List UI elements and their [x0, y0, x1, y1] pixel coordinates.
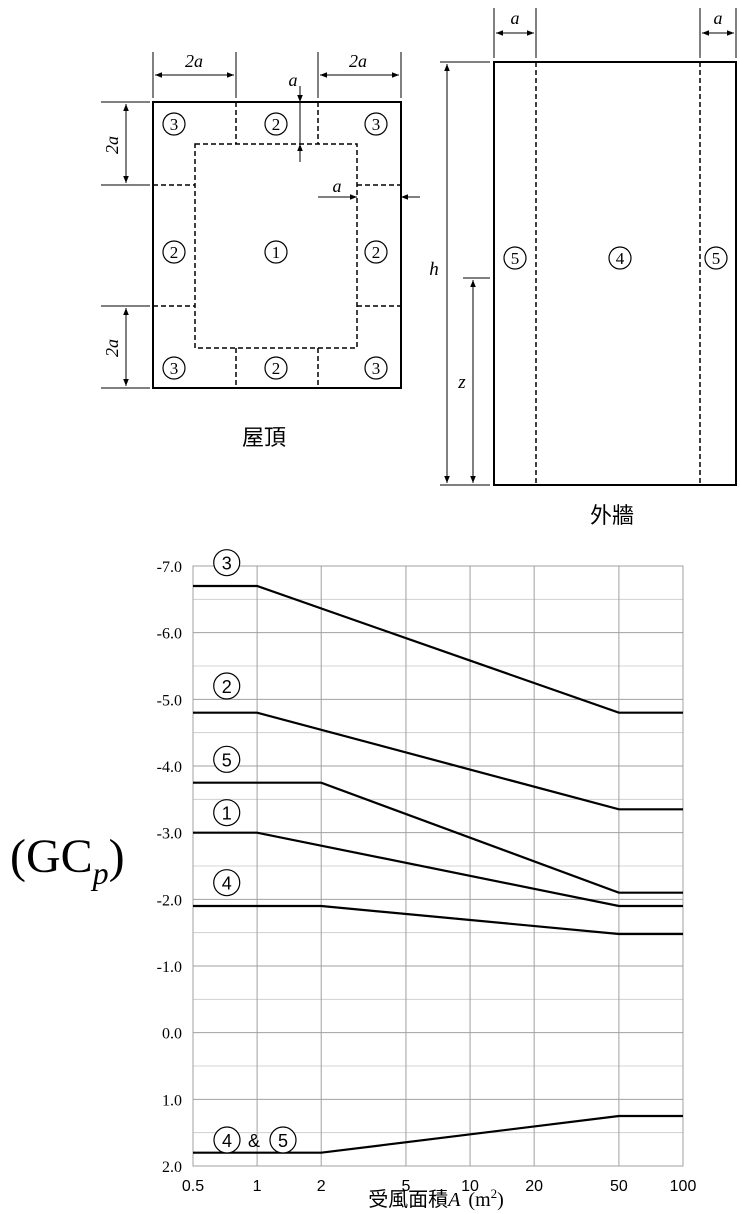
zone-marker-center: 1 [264, 240, 288, 264]
annotation-zone-2: 2 [213, 672, 241, 700]
wall-outline [493, 61, 737, 486]
chart-series-lines [193, 584, 683, 1154]
y-tick-label: -7.0 [157, 559, 182, 576]
svg-text:4: 4 [616, 249, 625, 268]
wall-dim-h-label: h [429, 259, 439, 280]
y-tick-label: -3.0 [157, 826, 182, 843]
roof-dim-top-right-label: 2a [349, 51, 367, 71]
svg-text:1: 1 [222, 804, 232, 824]
roof-zone-dividers [153, 102, 401, 388]
chart-ylabel: (GCp) [10, 830, 125, 891]
zone-marker-bl: 3 [162, 356, 186, 380]
zone-marker-mr: 2 [364, 240, 388, 264]
zone-marker-wall-right: 5 [704, 246, 728, 270]
x-tick-label: 10 [461, 1178, 479, 1195]
svg-text:5: 5 [222, 750, 232, 770]
x-tick-label: 2 [317, 1178, 326, 1195]
x-tick-label: 100 [670, 1178, 697, 1195]
y-tick-label: -1.0 [157, 959, 182, 976]
annotation-zone-4: 4 [213, 869, 241, 897]
zone-marker-tl: 3 [162, 112, 186, 136]
svg-text:2: 2 [170, 243, 179, 262]
zone-marker-tm: 2 [264, 112, 288, 136]
series-line-4 [193, 904, 683, 936]
y-tick-label: 1.0 [162, 1092, 182, 1109]
zone-marker-wall-left: 5 [503, 246, 527, 270]
svg-text:2: 2 [272, 359, 281, 378]
svg-text:2: 2 [372, 243, 381, 262]
x-tick-label: 20 [525, 1178, 543, 1195]
series-line-4-and-5 [193, 1114, 683, 1154]
x-tick-label: 0.5 [182, 1178, 204, 1195]
zone-marker-br: 3 [364, 356, 388, 380]
wall-dim-z-label: z [457, 372, 466, 393]
wall-zone-markers: 5 4 5 [503, 246, 728, 270]
y-tick-label: -4.0 [157, 759, 182, 776]
x-tick-label: 5 [401, 1178, 410, 1195]
roof-caption: 屋頂 [242, 425, 286, 450]
y-tick-label: -2.0 [157, 892, 182, 909]
svg-text:2: 2 [272, 115, 281, 134]
combo-annotation: 4 & 5 [213, 1126, 297, 1154]
svg-text:3: 3 [372, 359, 381, 378]
chart-tick-labels: -7.0 -6.0 -5.0 -4.0 -3.0 -2.0 -1.0 0.0 1.0 2.00.5… [157, 559, 697, 1195]
gcp-chart: -7.0 -6.0 -5.0 -4.0 -3.0 -2.0 -1.0 0.0 1.0 2.00.5… [10, 549, 697, 1211]
y-tick-label: -5.0 [157, 692, 182, 709]
series-line-5 [193, 781, 683, 894]
zone-marker-wall-center: 4 [608, 246, 632, 270]
svg-text:3: 3 [222, 554, 232, 574]
series-line-1 [193, 831, 683, 908]
wall-dim-a-right-label: a [714, 8, 723, 28]
y-tick-label: 2.0 [162, 1159, 182, 1176]
roof-dim-top-left-label: 2a [185, 51, 203, 71]
svg-text:3: 3 [170, 115, 179, 134]
roof-dim-a-right-label: a [333, 176, 342, 196]
wall-caption: 外牆 [590, 503, 634, 528]
svg-text:5: 5 [511, 249, 520, 268]
zone-marker-ml: 2 [162, 240, 186, 264]
annotation-zone-3: 3 [213, 549, 241, 577]
series-line-3 [193, 584, 683, 714]
roof-inner-zone [194, 143, 358, 349]
roof-dim-a-top-label: a [289, 70, 298, 90]
roof-dim-left-bottom-label: 2a [102, 339, 122, 357]
svg-text:2: 2 [222, 677, 232, 697]
roof-zone-markers: 3 2 3 2 1 2 3 2 3 [162, 112, 388, 380]
annotation-zone-5: 5 [213, 745, 241, 773]
x-tick-label: 1 [253, 1178, 262, 1195]
annotation-zone-1: 1 [213, 799, 241, 827]
chart-grid [192, 565, 684, 1167]
x-tick-label: 50 [610, 1178, 628, 1195]
y-tick-label: 0.0 [162, 1026, 182, 1043]
zone-marker-tr: 3 [364, 112, 388, 136]
svg-text:1: 1 [272, 243, 281, 262]
wall-diagram: a a h z [429, 8, 737, 486]
combo-amp: & [248, 1131, 260, 1151]
combo-second: 5 [278, 1131, 288, 1151]
svg-text:4: 4 [222, 874, 232, 894]
series-line-2 [193, 711, 683, 811]
combo-first: 4 [222, 1131, 232, 1151]
roof-diagram: 2a 2a 2a 2a a a [101, 51, 420, 389]
svg-text:3: 3 [170, 359, 179, 378]
y-tick-label: -6.0 [157, 626, 182, 643]
roof-outline [152, 101, 402, 389]
chart-xlabel: 受風面積A (m2) [368, 1186, 504, 1211]
chart-annotations: 3 2 5 1 4 [213, 549, 241, 897]
svg-text:5: 5 [712, 249, 721, 268]
wall-dim-a-left-label: a [511, 8, 520, 28]
svg-text:3: 3 [372, 115, 381, 134]
roof-dim-left-top-label: 2a [102, 136, 122, 154]
zone-marker-bm: 2 [264, 356, 288, 380]
